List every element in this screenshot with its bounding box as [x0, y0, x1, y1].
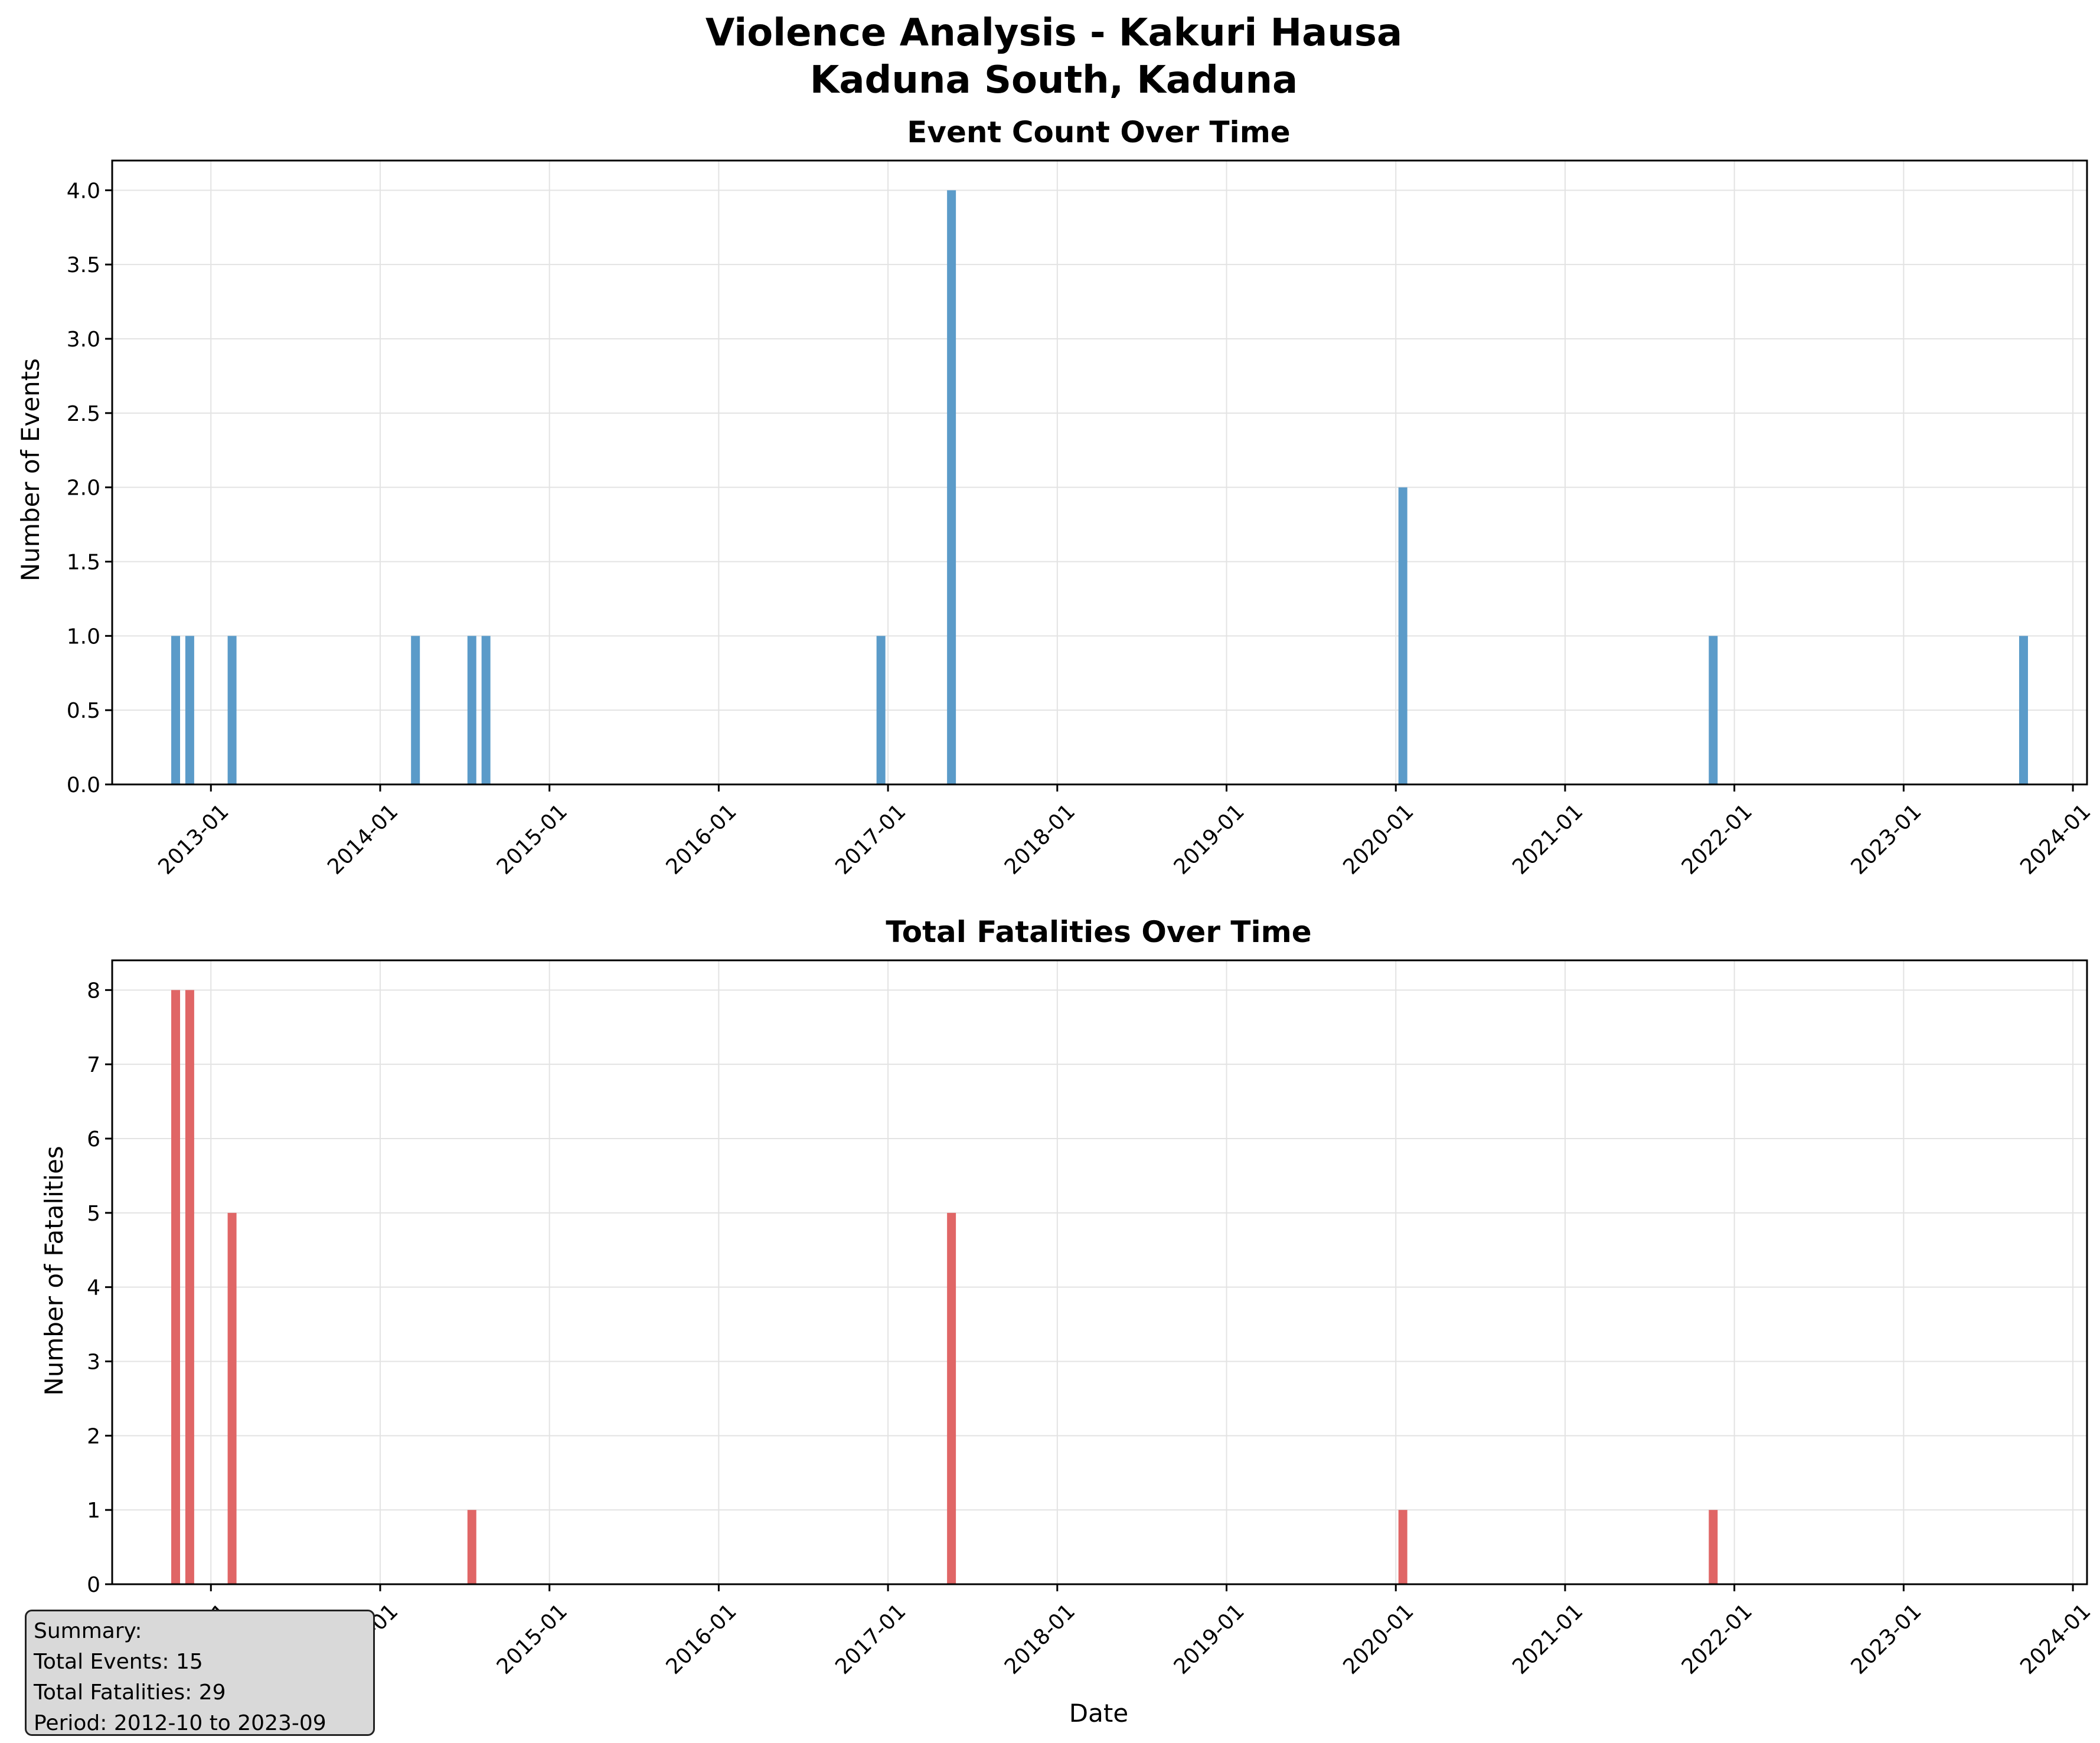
- events-bar: [185, 636, 194, 784]
- fatalities-y-tick-label: 3: [87, 1350, 100, 1375]
- fatalities-y-tick-label: 6: [87, 1127, 100, 1152]
- summary-box: Summary: Total Events: 15 Total Fataliti…: [25, 1610, 375, 1736]
- events-bars: [171, 190, 2028, 784]
- events-x-tick-label: 2014-01: [323, 799, 403, 879]
- fatalities-axes-frame: [111, 959, 2088, 1585]
- fatalities-grid: [112, 960, 2087, 1585]
- events-x-tick-label: 2021-01: [1508, 799, 1588, 879]
- events-x-tick-label: 2019-01: [1170, 799, 1249, 879]
- events-x-tick-label: 2022-01: [1677, 799, 1757, 879]
- fatalities-x-tick-label: 2021-01: [1508, 1599, 1588, 1679]
- fatalities-y-tick-label: 1: [87, 1499, 100, 1523]
- fatalities-y-tick-label: 7: [87, 1053, 100, 1077]
- fatalities-x-tick-label: 2020-01: [1338, 1599, 1418, 1679]
- fatalities-x-tick-label: 2019-01: [1170, 1599, 1249, 1679]
- fatalities-y-tick-label: 8: [87, 979, 100, 1003]
- fatalities-y-tick-label: 5: [87, 1202, 100, 1226]
- events-bar: [481, 636, 491, 784]
- events-y-tick-label: 0.0: [67, 773, 100, 797]
- events-bar: [1709, 636, 1718, 784]
- events-y-ticks: 0.0 0.5 1.0 1.5 2.0 2.5 3.0 3.5 4.0: [67, 179, 112, 797]
- fatalities-chart: Total Fatalities Over Time Number of Fat…: [40, 915, 2096, 1728]
- events-bar: [227, 636, 237, 784]
- events-x-tick-label: 2018-01: [1000, 799, 1080, 879]
- events-bar: [411, 636, 420, 784]
- fatalities-bar: [227, 1212, 237, 1584]
- events-y-tick-label: 1.5: [67, 551, 100, 575]
- events-bar: [2019, 636, 2028, 784]
- events-bar: [1398, 487, 1407, 784]
- events-y-tick-label: 3.0: [67, 328, 100, 352]
- events-bar: [947, 190, 956, 784]
- events-x-ticks: 2013-01 2014-01 2015-01 2016-01 2017-01 2018-…: [154, 784, 2096, 879]
- fatalities-y-tick-label: 0: [87, 1573, 100, 1597]
- fatalities-x-axis-label: Date: [1069, 1699, 1128, 1728]
- fatalities-bar: [185, 990, 194, 1584]
- events-y-tick-label: 2.5: [67, 402, 100, 426]
- fatalities-x-ticks: 2013-012014-012015-012016-012017-012018-…: [154, 1584, 2096, 1679]
- fatalities-x-tick-label: 2022-01: [1677, 1599, 1757, 1679]
- events-chart: Event Count Over Time Number of Events 0…: [16, 115, 2096, 879]
- events-x-tick-label: 2017-01: [831, 799, 910, 879]
- events-axes-frame: [111, 159, 2088, 786]
- events-chart-title: Event Count Over Time: [907, 115, 1290, 149]
- fatalities-bars: [171, 990, 1718, 1584]
- events-y-axis-label: Number of Events: [16, 358, 45, 581]
- events-y-tick-label: 1.0: [67, 624, 100, 649]
- events-bar: [876, 636, 886, 784]
- events-x-tick-label: 2023-01: [1846, 799, 1926, 879]
- events-x-tick-label: 2024-01: [2016, 799, 2095, 879]
- fatalities-y-tick-label: 2: [87, 1424, 100, 1448]
- events-x-tick-label: 2013-01: [154, 799, 233, 879]
- fatalities-chart-title: Total Fatalities Over Time: [886, 915, 1311, 949]
- events-bar: [171, 636, 181, 784]
- events-y-tick-label: 0.5: [67, 699, 100, 723]
- events-y-tick-label: 2.0: [67, 476, 100, 501]
- summary-total-fatalities: Total Fatalities: 29: [34, 1680, 226, 1705]
- events-grid: [112, 161, 2087, 785]
- fatalities-x-tick-label: 2015-01: [492, 1599, 572, 1679]
- fatalities-bar: [171, 990, 181, 1584]
- summary-period: Period: 2012-10 to 2023-09: [34, 1711, 326, 1735]
- fatalities-x-tick-label: 2016-01: [661, 1599, 741, 1679]
- events-y-tick-label: 3.5: [67, 253, 100, 277]
- events-bar: [467, 636, 476, 784]
- events-x-tick-label: 2020-01: [1338, 799, 1418, 879]
- events-x-tick-label: 2015-01: [492, 799, 572, 879]
- fatalities-y-ticks: 0 1 2 3 4 5 6 7 8: [87, 979, 112, 1597]
- fatalities-y-axis-label: Number of Fatalities: [40, 1146, 68, 1395]
- fatalities-x-tick-label: 2018-01: [1000, 1599, 1080, 1679]
- fatalities-bar: [1709, 1510, 1718, 1584]
- fatalities-x-tick-label: 2017-01: [831, 1599, 910, 1679]
- fatalities-bar: [947, 1212, 956, 1584]
- fatalities-x-tick-label: 2024-01: [2016, 1599, 2095, 1679]
- fatalities-bar: [1398, 1510, 1407, 1584]
- events-x-tick-label: 2016-01: [661, 799, 741, 879]
- summary-heading: Summary:: [34, 1619, 142, 1643]
- fatalities-bar: [467, 1510, 476, 1584]
- summary-total-events: Total Events: 15: [34, 1650, 203, 1674]
- figure-title-line1: Violence Analysis - Kakuri Hausa: [706, 11, 1402, 55]
- events-y-tick-label: 4.0: [67, 179, 100, 203]
- fatalities-x-tick-label: 2023-01: [1846, 1599, 1926, 1679]
- fatalities-y-tick-label: 4: [87, 1276, 100, 1300]
- figure-title-line2: Kaduna South, Kaduna: [810, 58, 1298, 102]
